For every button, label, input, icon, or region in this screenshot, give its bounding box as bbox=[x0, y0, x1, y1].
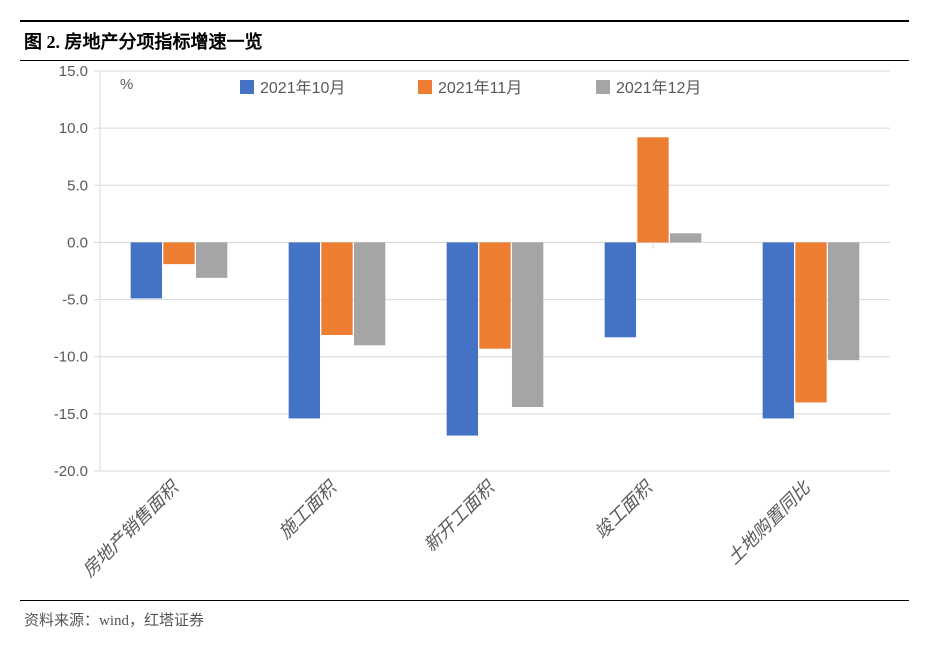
bar bbox=[763, 242, 794, 418]
category-label: 房地产销售面积 bbox=[79, 476, 184, 581]
bar bbox=[512, 242, 543, 407]
legend-swatch bbox=[418, 80, 432, 94]
legend-swatch bbox=[240, 80, 254, 94]
legend-label: 2021年11月 bbox=[438, 79, 522, 97]
bar bbox=[670, 233, 701, 242]
bar bbox=[196, 242, 227, 277]
bar bbox=[447, 242, 478, 435]
svg-text:-20.0: -20.0 bbox=[54, 463, 88, 480]
source-line: 资料来源：wind，红塔证券 bbox=[20, 601, 909, 630]
bar bbox=[605, 242, 636, 337]
category-label: 土地购置同比 bbox=[723, 476, 815, 568]
svg-text:10.0: 10.0 bbox=[59, 120, 88, 137]
chart-title: 图 2. 房地产分项指标增速一览 bbox=[20, 20, 909, 61]
svg-text:15.0: 15.0 bbox=[59, 63, 88, 80]
bar bbox=[354, 242, 385, 345]
bar bbox=[289, 242, 320, 418]
category-label: 新开工面积 bbox=[420, 476, 499, 555]
legend-label: 2021年10月 bbox=[260, 79, 345, 97]
bar bbox=[131, 242, 162, 298]
svg-text:5.0: 5.0 bbox=[67, 177, 88, 194]
svg-text:-5.0: -5.0 bbox=[62, 292, 88, 309]
bar bbox=[321, 242, 352, 335]
bar bbox=[795, 242, 826, 402]
svg-text:-10.0: -10.0 bbox=[54, 349, 88, 366]
figure-container: 图 2. 房地产分项指标增速一览 -20.0 -15.0 -10.0 -5.0 0.0 5… bbox=[20, 20, 909, 630]
bar bbox=[479, 242, 510, 348]
svg-text:%: % bbox=[120, 76, 133, 93]
bar-chart-svg: -20.0 -15.0 -10.0 -5.0 0.0 5.0 10.0 15.0% 房地产销售面… bbox=[20, 61, 909, 601]
category-label: 竣工面积 bbox=[591, 476, 657, 542]
category-label: 施工面积 bbox=[275, 476, 341, 542]
chart-area: -20.0 -15.0 -10.0 -5.0 0.0 5.0 10.0 15.0% 房地产销售面… bbox=[20, 61, 909, 601]
svg-text:-15.0: -15.0 bbox=[54, 406, 88, 423]
legend-swatch bbox=[596, 80, 610, 94]
bar bbox=[828, 242, 859, 360]
svg-text:0.0: 0.0 bbox=[67, 234, 88, 251]
bar bbox=[163, 242, 194, 264]
legend-label: 2021年12月 bbox=[616, 79, 701, 97]
bar bbox=[637, 137, 668, 242]
